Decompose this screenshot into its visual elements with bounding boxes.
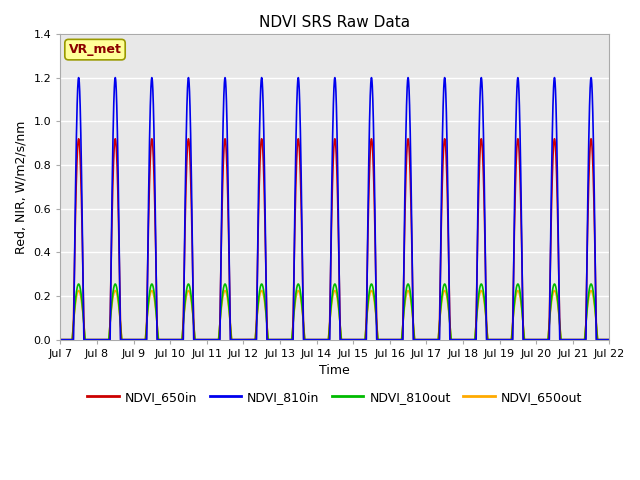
Text: VR_met: VR_met [68,43,122,56]
Legend: NDVI_650in, NDVI_810in, NDVI_810out, NDVI_650out: NDVI_650in, NDVI_810in, NDVI_810out, NDV… [83,386,588,408]
Title: NDVI SRS Raw Data: NDVI SRS Raw Data [259,15,410,30]
Y-axis label: Red, NIR, W/m2/s/nm: Red, NIR, W/m2/s/nm [15,120,28,253]
X-axis label: Time: Time [319,364,350,377]
